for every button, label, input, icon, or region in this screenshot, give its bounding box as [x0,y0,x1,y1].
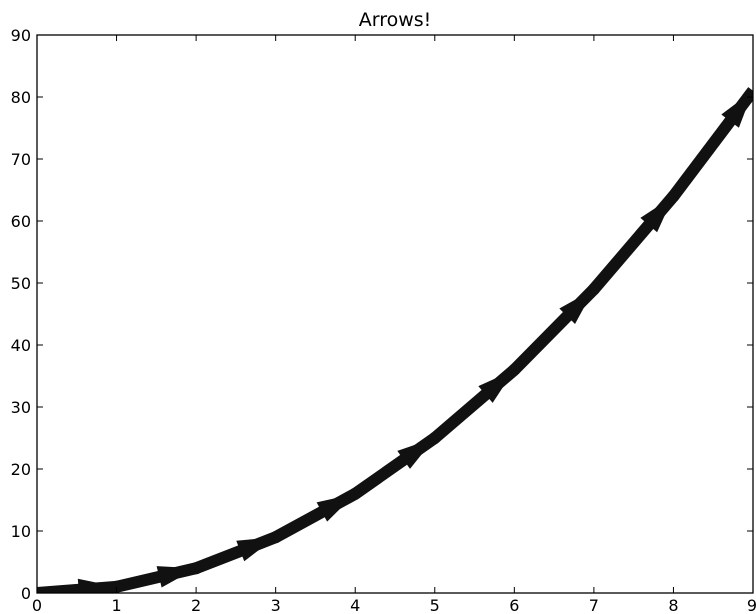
arrowhead-point-4 [316,493,356,522]
series-layer [37,87,753,593]
x-tick-label: 9 [747,596,756,614]
y-tick-label: 40 [11,336,31,355]
chart-title: Arrows! [359,9,432,31]
tick-layer [36,34,754,594]
y-tick-label: 50 [11,274,31,293]
x-tick-label: 4 [350,596,360,614]
arrowhead-point-1 [77,578,117,593]
arrowhead-point-9 [721,90,753,128]
x-tick-labels: 0 1 2 3 4 5 6 7 8 9 [32,596,756,614]
x-tick-label: 2 [191,596,201,614]
y-tick-label: 90 [11,26,31,45]
y-tick-label: 60 [11,212,31,231]
y-tick-label: 0 [21,584,31,603]
arrowhead-point-2 [156,566,197,588]
y-tick-label: 70 [11,150,31,169]
arrowhead-point-5 [397,438,435,469]
y-tick-label: 20 [11,460,31,479]
x-tick-label: 8 [668,596,678,614]
x-tick-label: 5 [430,596,440,614]
arrowhead-point-8 [640,196,674,233]
x-tick-label: 1 [111,596,121,614]
x-tick-label: 3 [271,596,281,614]
y-tick-label: 30 [11,398,31,417]
x-tick-label: 7 [589,596,599,614]
y-tick-label: 80 [11,88,31,107]
arrowhead-point-7 [559,289,594,324]
plot-frame [36,34,754,594]
y-tick-labels: 0 10 20 30 40 50 60 70 80 90 [11,26,31,603]
y-tick-label: 10 [11,522,31,541]
x-tick-label: 6 [509,596,519,614]
arrowhead-point-3 [236,537,276,562]
arrowhead-point-6 [478,369,515,403]
x-tick-label: 0 [32,596,42,614]
